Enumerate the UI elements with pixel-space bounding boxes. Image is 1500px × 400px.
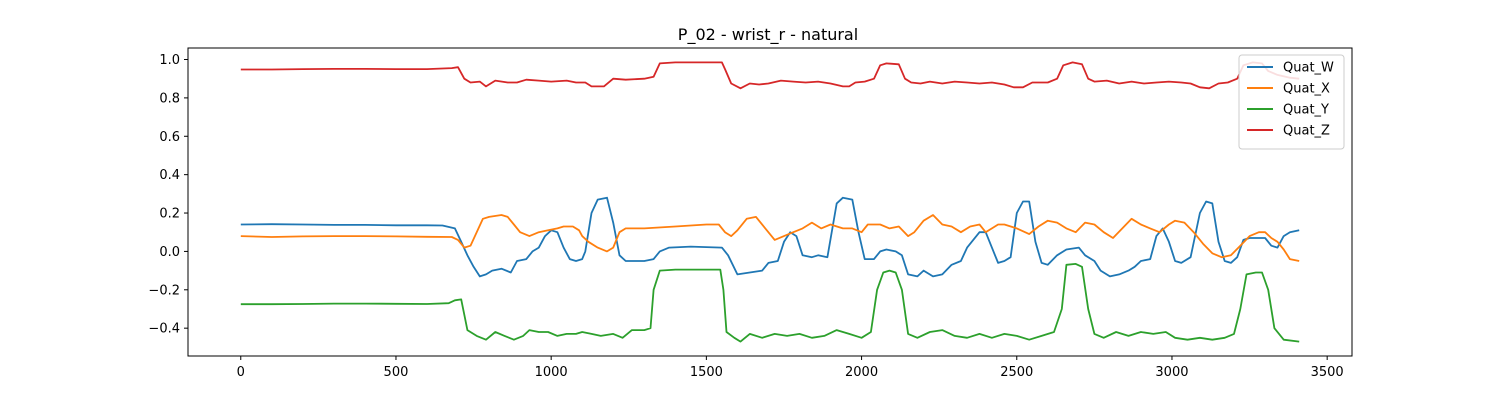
y-axis: −0.4 −0.2 0.0 0.2 0.4 0.6 0.8 1.0 (148, 53, 188, 337)
plot-lines (240, 61, 1300, 343)
y-tick-label: 1.0 (159, 53, 180, 68)
y-tick-label: 0.4 (159, 168, 180, 183)
chart-title: P_02 - wrist_r - natural (678, 25, 858, 45)
x-tick-label: 1000 (535, 365, 568, 380)
x-axis: 0 500 1000 1500 2000 2500 3000 3500 (237, 356, 1344, 380)
x-tick-label: 2500 (1000, 365, 1033, 380)
plot-frame (187, 47, 1353, 357)
y-tick-label: −0.4 (148, 322, 180, 337)
x-tick-label: 2000 (845, 365, 878, 380)
legend-box (1238, 54, 1345, 150)
series-line-quat-y (240, 263, 1300, 343)
legend-label: Quat_W (1283, 61, 1334, 76)
y-tick-label: −0.2 (148, 283, 180, 298)
y-tick-label: 0.6 (159, 130, 180, 145)
y-tick-label: 0.2 (159, 207, 180, 222)
x-tick-label: 0 (237, 365, 245, 380)
y-tick-label: 0.0 (159, 245, 180, 260)
legend-label: Quat_Y (1283, 103, 1329, 118)
y-tick-label: 0.8 (159, 91, 180, 106)
x-tick-label: 500 (384, 365, 409, 380)
legend-label: Quat_Z (1283, 124, 1330, 139)
x-tick-label: 3500 (1311, 365, 1344, 380)
series-line-quat-z (240, 61, 1300, 90)
legend-label: Quat_X (1283, 82, 1330, 97)
series-line-quat-x (240, 214, 1300, 262)
legend: Quat_W Quat_X Quat_Y Quat_Z (1238, 54, 1345, 150)
x-tick-label: 1500 (690, 365, 723, 380)
x-tick-label: 3000 (1155, 365, 1188, 380)
